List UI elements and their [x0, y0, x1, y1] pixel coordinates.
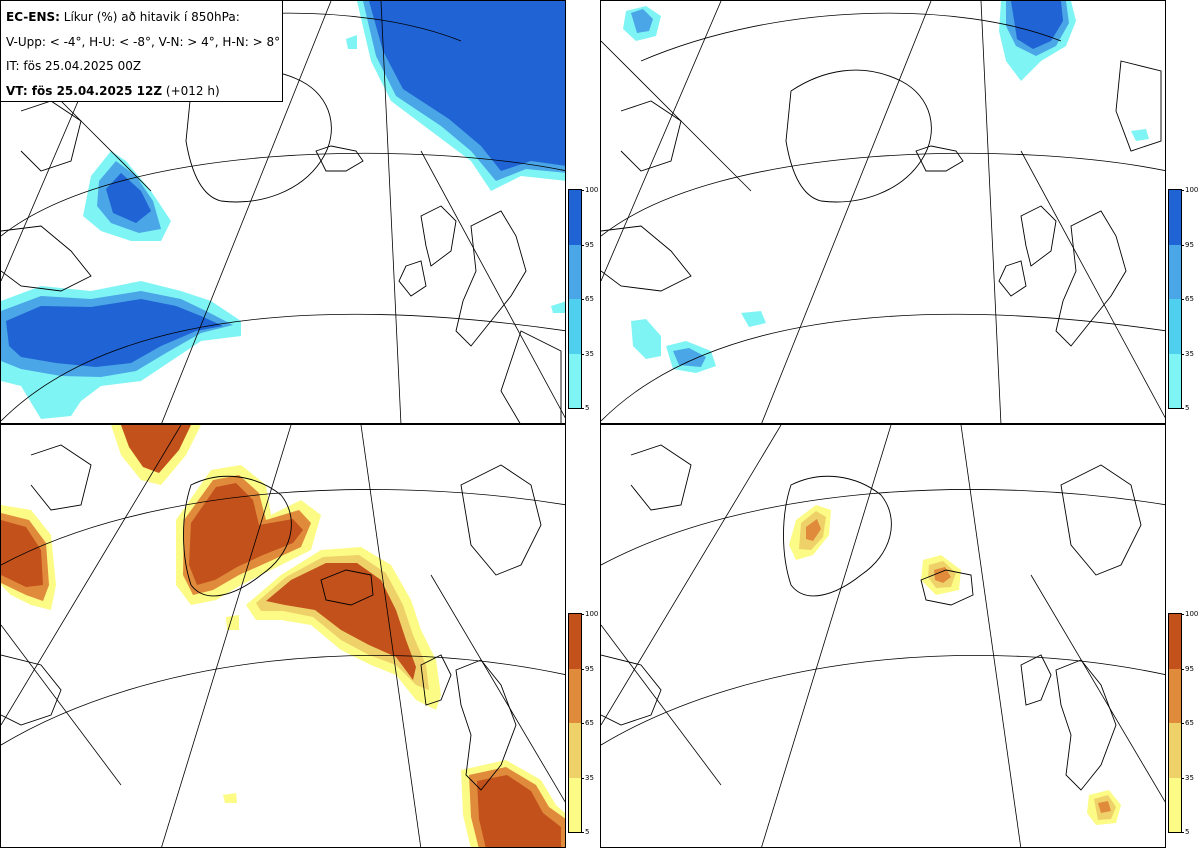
colorbar-segment — [1169, 244, 1181, 299]
cold-probability-field — [623, 1, 1149, 373]
colorbar-tick — [1181, 668, 1184, 670]
title-box: EC-ENS: Líkur (%) að hitavik í 850hPa: V… — [1, 1, 283, 102]
cold-probability-field — [1, 1, 565, 419]
colorbar-tick — [581, 668, 584, 670]
map-panel-warm-8 — [600, 424, 1166, 848]
colorbar-label: 100 — [585, 186, 599, 194]
colorbar-tick — [581, 614, 584, 615]
lat-lon-grid — [601, 425, 1165, 847]
colorbar-label: 65 — [1185, 719, 1194, 727]
colorbar-label: 5 — [585, 404, 590, 412]
colorbar-tick — [581, 408, 584, 409]
colorbar-segment — [1169, 190, 1181, 245]
colorbar-label: 5 — [1185, 828, 1190, 836]
lat-lon-grid — [1, 425, 565, 847]
colorbar-label: 100 — [585, 610, 599, 618]
initial-time: IT: fös 25.04.2025 00Z — [6, 59, 142, 73]
colorbar-tick — [581, 777, 584, 779]
map-panel-cold-8 — [600, 0, 1166, 424]
colorbar-segment — [569, 299, 581, 354]
colorbar-warm: 100 95 65 35 5 — [568, 611, 598, 836]
colorbar-label: 35 — [1185, 349, 1194, 358]
colorbar-tick — [581, 723, 584, 724]
colorbar-label: 100 — [1185, 610, 1199, 618]
colorbar-tick — [1181, 614, 1184, 615]
colorbar-label: 95 — [1185, 240, 1194, 249]
model-name: EC-ENS: — [6, 10, 60, 24]
map-panel-warm-4 — [0, 424, 566, 848]
colorbar-label: 95 — [585, 664, 594, 673]
colorbar-segment — [569, 614, 581, 669]
map-panel-cold-4: EC-ENS: Líkur (%) að hitavik í 850hPa: V… — [0, 0, 566, 424]
colorbar-label: 35 — [585, 349, 594, 358]
colorbar-segment — [569, 353, 581, 408]
lead-time: (+012 h) — [162, 83, 220, 98]
colorbar-segment — [1169, 299, 1181, 354]
map-canvas — [601, 1, 1165, 423]
colorbar-label: 95 — [585, 240, 594, 249]
colorbar-segment — [569, 190, 581, 245]
colorbar-tick — [1181, 777, 1184, 779]
colorbar-segment — [569, 244, 581, 299]
colorbar-tick — [1181, 353, 1184, 355]
colorbar-tick — [581, 832, 584, 833]
colorbar-segment — [569, 668, 581, 723]
colorbar-tick — [1181, 408, 1184, 409]
colorbar-label: 65 — [1185, 295, 1194, 303]
colorbar-segment — [1169, 777, 1181, 832]
lat-lon-grid — [601, 1, 1165, 423]
colorbar-tick — [581, 299, 584, 300]
colorbar-label: 65 — [585, 295, 594, 303]
product-title: Líkur (%) að hitavik í 850hPa: — [59, 10, 240, 24]
colorbar-tick — [581, 190, 584, 191]
warm-probability-field — [1, 425, 565, 847]
colorbar-tick — [581, 353, 584, 355]
colorbar-label: 100 — [1185, 186, 1199, 194]
colorbar-tick — [581, 244, 584, 246]
valid-time: VT: fös 25.04.2025 12Z — [6, 83, 163, 98]
coastlines — [601, 60, 1162, 347]
map-canvas — [601, 425, 1165, 847]
coastlines — [601, 444, 1142, 791]
colorbar-tick — [1181, 190, 1184, 191]
colorbar-segment — [1169, 614, 1181, 669]
colorbar-label: 95 — [1185, 664, 1194, 673]
colorbar-tick — [1181, 832, 1184, 833]
colorbar-tick — [1181, 244, 1184, 246]
colorbar-label: 5 — [585, 828, 590, 836]
colorbar-segment — [1169, 723, 1181, 778]
colorbar-cold: 100 95 65 35 5 — [1168, 187, 1198, 412]
colorbar-label: 35 — [1185, 773, 1194, 782]
colorbar-label: 35 — [585, 773, 594, 782]
colorbar-segment — [1169, 668, 1181, 723]
colorbar-segment — [1169, 353, 1181, 408]
colorbar-segment — [569, 777, 581, 832]
colorbar-label: 65 — [585, 719, 594, 727]
colorbar-tick — [1181, 723, 1184, 724]
colorbar-label: 5 — [1185, 404, 1190, 412]
panel-legend-text: V-Upp: < -4°, H-U: < -8°, V-N: > 4°, H-N… — [6, 34, 281, 49]
colorbar-tick — [1181, 299, 1184, 300]
colorbar-cold: 100 95 65 35 5 — [568, 187, 598, 412]
map-canvas — [1, 1, 565, 423]
map-canvas — [1, 425, 565, 847]
colorbar-segment — [569, 723, 581, 778]
coastlines — [1, 444, 542, 791]
warm-probability-field — [789, 505, 1121, 825]
colorbar-warm: 100 95 65 35 5 — [1168, 611, 1198, 836]
